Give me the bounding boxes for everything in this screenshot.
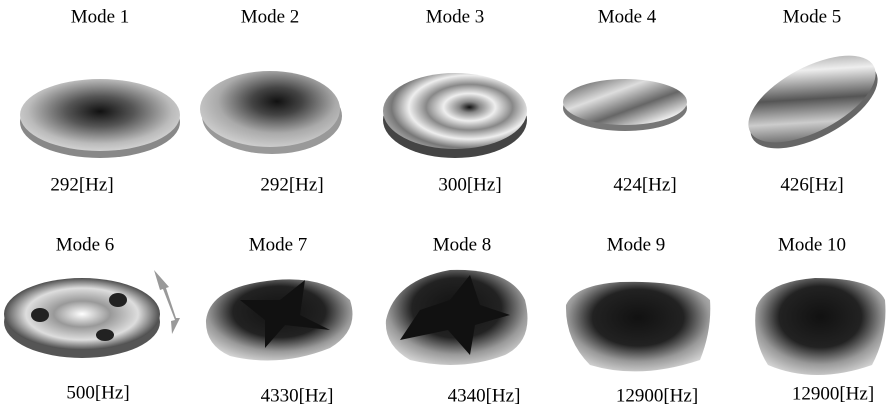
mode-frequency: 424[Hz]	[613, 174, 676, 195]
shape-mode-9	[566, 282, 710, 372]
disk-mode-1	[20, 79, 180, 151]
mode-label: Mode 6	[56, 234, 115, 255]
node-spot	[96, 329, 114, 341]
node-spot	[31, 308, 49, 322]
disk-mode-6	[4, 278, 160, 350]
mode-frequency: 300[Hz]	[438, 174, 501, 195]
disk-mode-2	[200, 71, 340, 147]
shape-mode-10	[755, 278, 885, 375]
mode-label: Mode 1	[71, 6, 130, 27]
mode-label: Mode 4	[598, 6, 657, 27]
node-spot	[109, 293, 127, 307]
mode-frequency: 500[Hz]	[66, 382, 129, 403]
mode-frequency: 4340[Hz]	[448, 385, 521, 406]
mode-frequency: 292[Hz]	[50, 174, 113, 195]
mode-label: Mode 7	[249, 234, 308, 255]
figure-canvas: Mode 1 292[Hz] Mode 2 292[Hz] Mode 3 300[Hz] M…	[0, 0, 886, 410]
mode-shape-figure: Mode 1 292[Hz] Mode 2 292[Hz] Mode 3 300[Hz] M…	[0, 0, 886, 410]
mode-label: Mode 9	[607, 234, 666, 255]
mode-label: Mode 2	[241, 6, 300, 27]
mode-label: Mode 5	[783, 6, 842, 27]
mode-frequency: 12900[Hz]	[616, 385, 698, 406]
disk-mode-4	[563, 79, 687, 125]
mode-frequency: 12900[Hz]	[792, 383, 874, 404]
mode-frequency: 426[Hz]	[780, 174, 843, 195]
mode-label: Mode 3	[426, 6, 485, 27]
disk-mode-3	[383, 73, 527, 149]
mode-label: Mode 10	[778, 234, 846, 255]
shapes	[4, 38, 886, 375]
mode-label: Mode 8	[433, 234, 492, 255]
mode-frequency: 4330[Hz]	[261, 385, 334, 406]
mode-frequency: 292[Hz]	[260, 174, 323, 195]
